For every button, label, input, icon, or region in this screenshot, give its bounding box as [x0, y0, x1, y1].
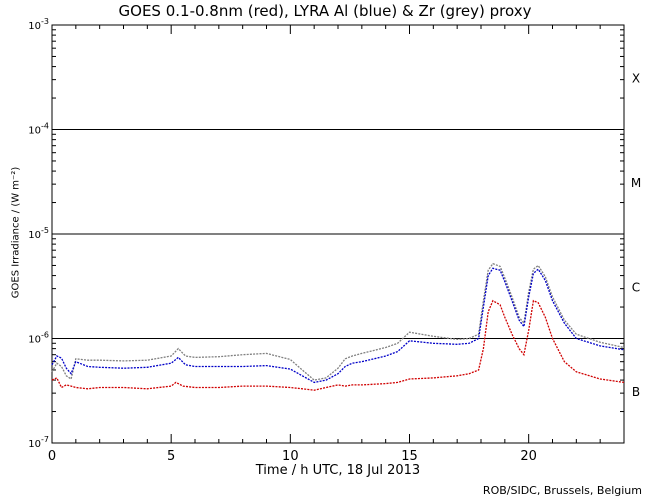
x-tick-label: 0 [48, 449, 56, 464]
y-tick-label: 10-4 [28, 122, 49, 137]
x-tick-label: 20 [520, 449, 537, 464]
x-tick-label: 15 [401, 449, 418, 464]
chart-title: GOES 0.1-0.8nm (red), LYRA Al (blue) & Z… [118, 2, 532, 20]
series-line-goes-0-1-0-8nm [51, 299, 625, 391]
y-tick-label: 10-7 [28, 435, 49, 450]
y-tick-label: 10-6 [28, 331, 49, 346]
x-tick-label: 10 [282, 449, 299, 464]
flare-class-label-M: M [631, 176, 641, 190]
credit-label: ROB/SIDC, Brussels, Belgium [482, 484, 642, 497]
series-line-lyra-al [51, 267, 625, 384]
flare-class-label-X: X [632, 71, 640, 85]
series-line-lyra-zr [51, 262, 625, 381]
y-tick-label: 10-5 [28, 226, 49, 241]
x-axis-label: Time / h UTC, 18 Jul 2013 [255, 463, 421, 478]
flare-class-label-B: B [632, 385, 640, 399]
flare-class-label-C: C [632, 280, 640, 294]
x-tick-label: 5 [167, 449, 175, 464]
y-tick-label: 10-3 [28, 17, 49, 32]
